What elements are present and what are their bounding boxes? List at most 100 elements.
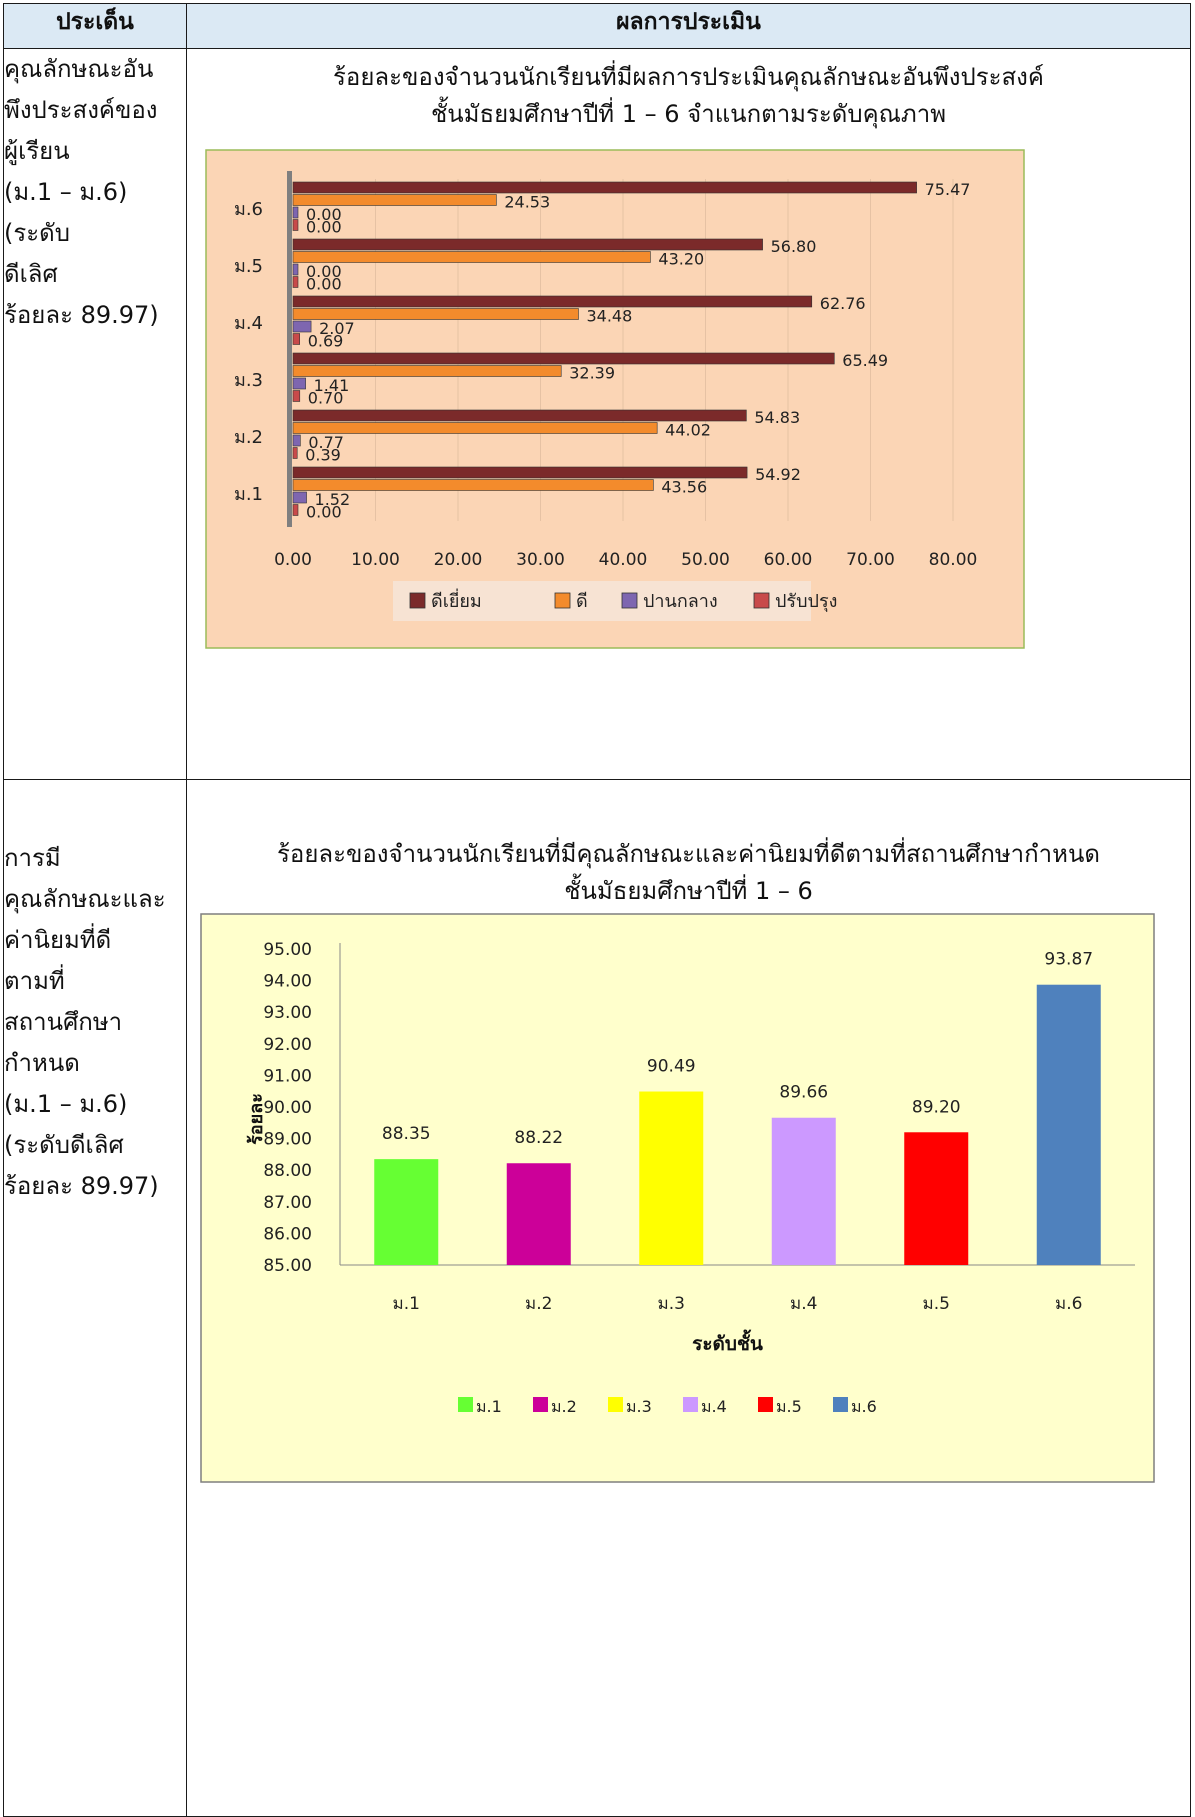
chart2-title: ร้อยละของจำนวนนักเรียนที่มีคุณลักษณะและค… — [187, 836, 1190, 910]
chart1-data-label: 75.47 — [925, 180, 971, 199]
chart2-bar — [904, 1132, 969, 1265]
chart1-legend-box — [393, 581, 811, 621]
chart1-category-label: ม.5 — [234, 256, 263, 277]
chart2-data-label: 88.22 — [514, 1128, 563, 1148]
evaluation-table: ประเด็น ผลการประเมิน คุณลักษณะอัน พึงประ… — [3, 3, 1191, 1817]
row1-topic: คุณลักษณะอัน พึงประสงค์ของ ผู้เรียน (ม.1… — [3, 48, 187, 780]
chart2-ytick-label: 89.00 — [263, 1130, 312, 1150]
row1-label-line: ผู้เรียน — [4, 137, 70, 165]
chart1-bar — [292, 491, 307, 504]
chart1-data-label: 0.39 — [305, 446, 341, 465]
chart1-bar — [292, 504, 299, 516]
chart1-xtick-label: 20.00 — [434, 550, 483, 570]
chart1-xtick-label: 50.00 — [681, 550, 730, 570]
chart1-data-label: 0.00 — [306, 275, 342, 294]
chart1-data-label: 0.69 — [308, 332, 344, 351]
chart1-bar — [292, 181, 917, 194]
chart2-bar — [506, 1163, 571, 1265]
chart1-data-label: 1.52 — [315, 490, 351, 509]
chart1-data-label: 34.48 — [586, 307, 632, 326]
chart2-ytick-label: 90.00 — [263, 1098, 312, 1118]
chart1-horizontal-bar: 0.00 10.00 20.00 30.00 40.00 50.00 60.00 70.00 8… — [205, 149, 1025, 649]
chart2-xtick-label: ม.2 — [525, 1294, 552, 1314]
chart1-data-label: 0.00 — [306, 218, 342, 237]
chart2-xtick-label: ม.6 — [1055, 1294, 1082, 1314]
chart2-legend-swatch — [833, 1397, 848, 1412]
row2-label-line: ร้อยละ 89.97) — [4, 1172, 159, 1200]
chart1-legend-swatch — [621, 592, 638, 609]
chart1-title: ร้อยละของจำนวนนักเรียนที่มีผลการประเมินค… — [187, 59, 1190, 133]
chart1-legend-label: ปานกลาง — [643, 591, 718, 612]
chart2-data-label: 93.87 — [1044, 950, 1093, 970]
row2-label-line: ค่านิยมที่ดี — [4, 926, 112, 954]
chart2-legend-swatch — [758, 1397, 773, 1412]
chart1-bar — [292, 390, 301, 402]
chart1-xtick-label: 80.00 — [929, 550, 978, 570]
chart2-bar — [374, 1159, 439, 1265]
chart1-data-label: 43.56 — [661, 478, 707, 497]
chart1-category-label: ม.1 — [234, 484, 263, 505]
chart1-data-label: 44.02 — [665, 421, 711, 440]
chart1-data-label: 54.92 — [755, 465, 801, 484]
chart1-title-line1: ร้อยละของจำนวนนักเรียนที่มีผลการประเมินค… — [333, 63, 1044, 91]
chart1-bar — [292, 422, 658, 434]
chart1-legend-label: ดี — [576, 591, 588, 612]
chart2-bar — [639, 1091, 704, 1265]
chart2-ytick-label: 92.00 — [263, 1035, 312, 1055]
chart1-data-label: 62.76 — [820, 294, 866, 313]
chart1-data-label: 43.20 — [658, 250, 704, 269]
header-result: ผลการประเมิน — [186, 3, 1191, 49]
chart1-legend-swatch — [554, 592, 571, 609]
chart2-data-label: 88.35 — [382, 1124, 431, 1144]
chart2-legend-label: ม.5 — [776, 1397, 802, 1416]
chart1-bar — [292, 365, 562, 377]
row1-label-line: (ม.1 – ม.6) — [4, 178, 128, 206]
row2-label-line: กำหนด — [4, 1049, 80, 1077]
chart2-ytick-label: 87.00 — [263, 1193, 312, 1213]
chart2-bar — [771, 1117, 836, 1265]
chart1-bar — [292, 238, 763, 251]
header-topic: ประเด็น — [3, 3, 187, 49]
chart2-y-axis-title: ร้อยละ — [246, 1093, 267, 1145]
chart1-data-label: 32.39 — [569, 364, 615, 383]
row2-label-line: คุณลักษณะและ — [4, 885, 166, 913]
chart1-bar — [292, 466, 748, 479]
chart1-category-label: ม.6 — [234, 199, 263, 220]
chart1-data-label: 2.07 — [319, 319, 355, 338]
chart1-legend-swatch — [409, 592, 426, 609]
row2-label-line: (ระดับดีเลิศ — [4, 1131, 124, 1159]
chart1-bar — [292, 206, 299, 219]
chart1-data-label: 0.77 — [308, 433, 344, 452]
chart1-bar — [292, 194, 497, 206]
chart2-xtick-label: ม.5 — [923, 1294, 950, 1314]
chart1-data-label: 54.83 — [754, 408, 800, 427]
chart2-title-line2: ชั้นมัธยมศึกษาปีที่ 1 – 6 — [564, 877, 813, 905]
chart1-xtick-label: 60.00 — [764, 550, 813, 570]
chart2-ytick-label: 86.00 — [263, 1224, 312, 1244]
row2-label-line: ตามที่ — [4, 967, 65, 995]
chart1-legend-label: ปรับปรุง — [775, 591, 837, 612]
row1-result: ร้อยละของจำนวนนักเรียนที่มีผลการประเมินค… — [186, 48, 1191, 780]
row1-label-line: ดีเลิศ — [4, 260, 58, 288]
chart2-ytick-label: 93.00 — [263, 1003, 312, 1023]
row2-result: ร้อยละของจำนวนนักเรียนที่มีคุณลักษณะและค… — [186, 779, 1191, 1817]
chart2-data-label: 89.20 — [912, 1097, 961, 1117]
chart1-title-line2: ชั้นมัธยมศึกษาปีที่ 1 – 6 จำแนกตามระดับค… — [430, 100, 947, 128]
chart1-bar — [292, 251, 651, 263]
chart1-bar — [292, 479, 654, 491]
chart2-ytick-label: 95.00 — [263, 940, 312, 960]
chart2-xtick-label: ม.4 — [790, 1294, 817, 1314]
chart1-legend-swatch — [753, 592, 770, 609]
chart2-ytick-label: 88.00 — [263, 1161, 312, 1181]
row1-label-line: คุณลักษณะอัน — [4, 55, 154, 83]
chart1-category-label: ม.3 — [234, 370, 263, 391]
chart1-data-label: 0.70 — [308, 389, 344, 408]
chart1-legend-label: ดีเยี่ยม — [431, 588, 482, 612]
chart2-bar — [1036, 984, 1101, 1265]
chart2-data-label: 89.66 — [779, 1083, 828, 1103]
chart1-xtick-label: 70.00 — [846, 550, 895, 570]
chart2-ytick-label: 91.00 — [263, 1066, 312, 1086]
chart1-plot-background — [205, 149, 1025, 649]
chart1-data-label: 1.41 — [314, 376, 350, 395]
chart2-x-axis-title: ระดับชั้น — [692, 1329, 763, 1355]
